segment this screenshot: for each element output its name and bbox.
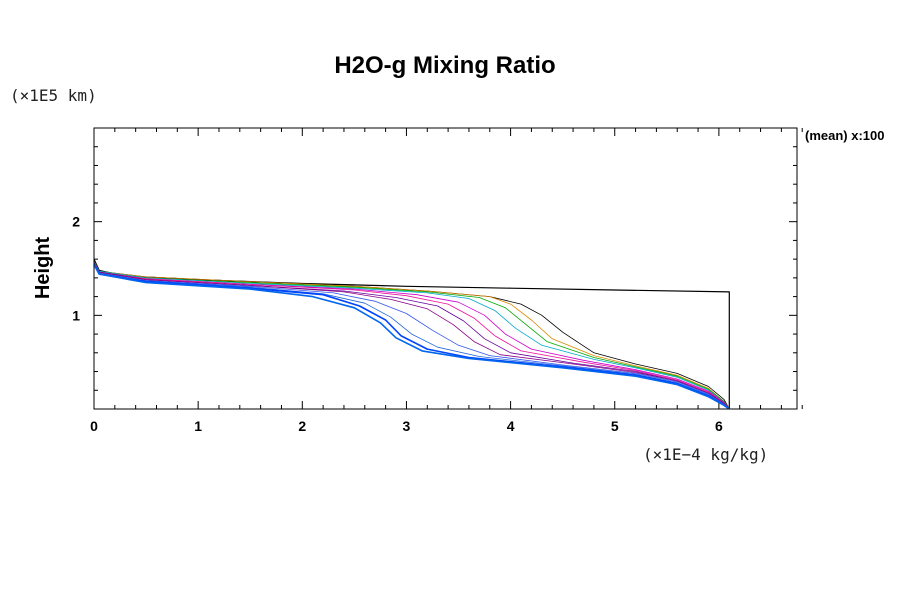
mean-annotation: (mean) x:100: [805, 128, 884, 143]
plot-frame: [93, 127, 798, 410]
series-layer: [93, 258, 730, 410]
x-tick-label: 5: [611, 418, 619, 434]
y-tick-label: 1: [72, 307, 80, 323]
x-tick-label: 1: [194, 418, 202, 434]
y-unit-label: (×1E5 km): [10, 86, 97, 105]
x-tick-label: 4: [507, 418, 515, 434]
y-tick-label: 2: [72, 214, 80, 230]
series-line-t11: [93, 263, 730, 410]
x-tick-label: 6: [715, 418, 723, 434]
series-line-t6: [93, 261, 730, 410]
series-line-t9: [93, 262, 730, 410]
y-axis-label: Height: [32, 237, 54, 300]
x-unit-label: (×1E−4 kg/kg): [643, 445, 768, 464]
x-tick-label: 3: [403, 418, 411, 434]
x-tick-label: 0: [90, 418, 98, 434]
chart-title: H2O-g Mixing Ratio: [334, 52, 555, 79]
series-line-t4: [93, 261, 730, 410]
axis-ticks: [93, 127, 803, 410]
x-tick-label: 2: [298, 418, 306, 434]
series-line-t8: [93, 262, 730, 410]
series-line-t10: [93, 263, 730, 410]
series-line-t12: [93, 264, 730, 410]
series-line-t3: [93, 260, 730, 410]
series-line-t2: [93, 260, 730, 410]
tick-labels: 0 1 2 3 4 5 6 1 2: [72, 214, 723, 434]
